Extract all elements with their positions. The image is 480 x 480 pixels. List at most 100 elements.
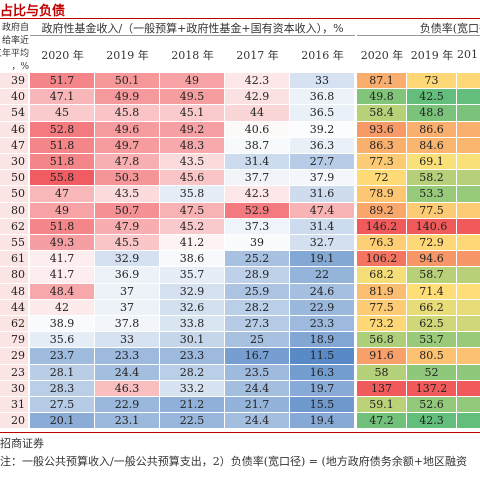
debt-cell: 59.1 [357, 397, 407, 414]
ratio-cell: 48.3 [160, 137, 225, 154]
debt-cell: 89.2 [357, 202, 407, 219]
debt-cell-cropped [457, 186, 480, 203]
ratio-cell: 35.6 [30, 332, 95, 349]
ratio-cell: 36.8 [290, 89, 355, 106]
debt-cell-cropped [457, 283, 480, 300]
debt-cell-cropped [457, 105, 480, 122]
debt-cell: 71.4 [407, 283, 457, 300]
ratio-cell: 33.8 [160, 316, 225, 333]
debt-cell: 91.6 [357, 348, 407, 365]
ratio-cell: 47.1 [30, 89, 95, 106]
ratio-cell: 46.3 [95, 380, 160, 397]
left-value: 62 [0, 316, 29, 333]
ratio-cell: 23.7 [30, 348, 95, 365]
ratio-cell: 25 [225, 332, 290, 349]
ratio-cell: 48.4 [30, 283, 95, 300]
ratio-cell: 47.4 [290, 202, 355, 219]
ratio-cell: 42.9 [225, 89, 290, 106]
ratio-cell: 49.3 [30, 235, 95, 252]
debt-cell: 73 [407, 73, 457, 90]
debt-cell: 58.4 [357, 105, 407, 122]
debt-cell-cropped [457, 121, 480, 138]
debt-cell: 72 [357, 170, 407, 187]
left-value: 20 [0, 413, 29, 430]
debt-cell: 94.6 [407, 251, 457, 268]
ratio-cell: 41.7 [30, 251, 95, 268]
debt-cell: 93.6 [357, 121, 407, 138]
debt-cell: 69.1 [407, 154, 457, 171]
ratio-cell: 50.7 [95, 202, 160, 219]
ratio-cell: 37.9 [290, 170, 355, 187]
ratio-cell: 27.3 [225, 316, 290, 333]
ratio-cell: 19.7 [290, 380, 355, 397]
left-value: 44 [0, 299, 29, 316]
ratio-cell: 33.2 [160, 380, 225, 397]
ratio-cell: 51.8 [30, 137, 95, 154]
year-header: 2018 年 [160, 37, 225, 72]
debt-cell-cropped [457, 299, 480, 316]
ratio-cell: 47.9 [95, 218, 160, 235]
debt-cell: 62.5 [407, 316, 457, 333]
ratio-cell: 45.8 [95, 105, 160, 122]
debt-cell-cropped [457, 154, 480, 171]
debt-cell-cropped [457, 267, 480, 284]
ratio-cell: 23.1 [95, 413, 160, 430]
debt-cell-cropped [457, 364, 480, 381]
title: 占比与负债 [0, 3, 66, 19]
debt-cell-cropped [457, 137, 480, 154]
ratio-cell: 33 [290, 73, 355, 90]
ratio-cell: 16.7 [225, 348, 290, 365]
ratio-cell: 49.9 [95, 89, 160, 106]
ratio-cell: 35.8 [160, 186, 225, 203]
debt-cell: 80.5 [407, 348, 457, 365]
debt-cell: 86.6 [407, 121, 457, 138]
ratio-cell: 49 [160, 73, 225, 90]
ratio-cell: 49 [30, 202, 95, 219]
debt-cell: 42.5 [407, 89, 457, 106]
debt-cell-cropped [457, 170, 480, 187]
debt-cell: 58 [357, 364, 407, 381]
debt-cell-cropped [457, 348, 480, 365]
debt-cell: 49.8 [357, 89, 407, 106]
debt-cell-cropped [457, 89, 480, 106]
ratio-cell: 28.1 [30, 364, 95, 381]
ratio-cell: 51.8 [30, 154, 95, 171]
left-value: 80 [0, 267, 29, 284]
debt-cell: 47.2 [357, 413, 407, 430]
ratio-cell: 32.7 [290, 235, 355, 252]
ratio-cell: 42.3 [225, 186, 290, 203]
debt-cell: 86.3 [357, 137, 407, 154]
ratio-cell: 38.9 [30, 316, 95, 333]
ratio-cell: 32.9 [95, 251, 160, 268]
year-header: 201 [457, 37, 480, 72]
debt-cell-cropped [457, 218, 480, 235]
left-value: 79 [0, 332, 29, 349]
debt-cell: 66.2 [407, 299, 457, 316]
ratio-cell: 40.6 [225, 121, 290, 138]
left-value: 80 [0, 202, 29, 219]
debt-cell: 87.1 [357, 73, 407, 90]
footer-text: 招商证券 [0, 437, 44, 451]
ratio-cell: 31.4 [290, 218, 355, 235]
ratio-cell: 31.4 [225, 154, 290, 171]
ratio-cell: 47.5 [160, 202, 225, 219]
debt-cell: 72.9 [407, 235, 457, 252]
ratio-cell: 32.6 [160, 299, 225, 316]
ratio-cell: 36.5 [290, 105, 355, 122]
debt-cell: 137 [357, 380, 407, 397]
ratio-cell: 24.6 [290, 283, 355, 300]
left-header-line: 给率近 [1, 36, 29, 46]
ratio-cell: 28.3 [30, 380, 95, 397]
left-header: 政府自给率近三年平均 ，% [0, 20, 29, 72]
ratio-cell: 36.9 [95, 267, 160, 284]
ratio-cell: 24.4 [225, 413, 290, 430]
ratio-cell: 20.1 [30, 413, 95, 430]
debt-cell: 48.8 [407, 105, 457, 122]
debt-cell: 42.3 [407, 413, 457, 430]
debt-cell-cropped [457, 316, 480, 333]
ratio-cell: 45.2 [160, 218, 225, 235]
ratio-cell: 28.2 [225, 299, 290, 316]
ratio-cell: 37.7 [225, 170, 290, 187]
debt-cell: 146.2 [357, 218, 407, 235]
